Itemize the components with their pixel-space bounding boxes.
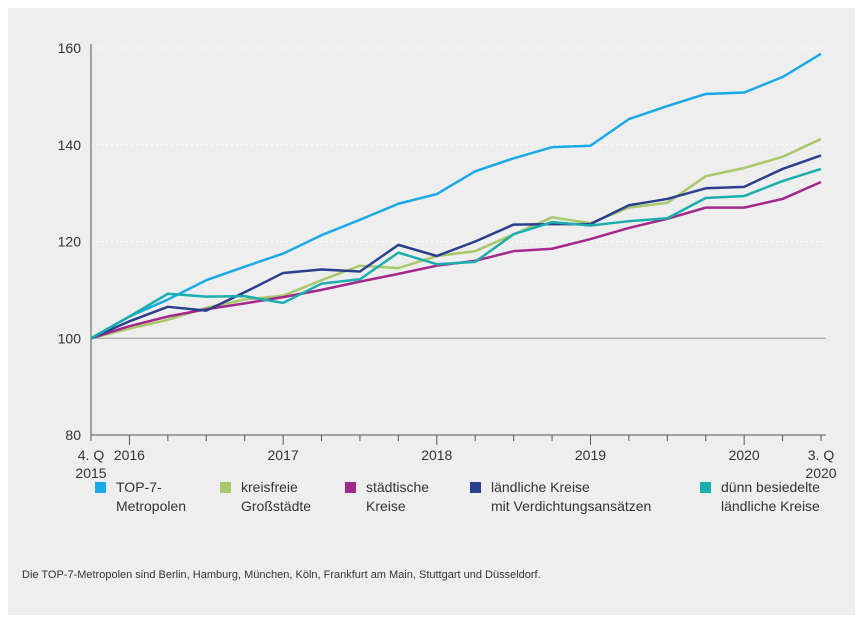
y-tick-label: 140 <box>58 137 82 153</box>
x-tick-label: 2018 <box>421 447 452 463</box>
x-tick-label: 2020 <box>729 447 760 463</box>
series-line <box>90 167 822 340</box>
legend-swatch <box>700 482 711 493</box>
legend-label: städtische Kreise <box>366 479 429 514</box>
y-tick-label: 80 <box>65 427 81 443</box>
series-line <box>90 52 822 340</box>
y-tick-label: 100 <box>58 330 82 346</box>
series-line <box>90 154 822 340</box>
x-tick-label: 4. Q 2015 <box>75 447 106 481</box>
legend-swatch <box>470 482 481 493</box>
legend-label: dünn besiedelte ländliche Kreise <box>721 479 820 514</box>
legend-label: ländliche Kreise mit Verdichtungsansätzen <box>491 479 651 514</box>
footnote: Die TOP-7-Metropolen sind Berlin, Hambur… <box>22 569 541 581</box>
y-tick-label: 160 <box>58 40 82 56</box>
legend-label: TOP-7-Metropolen <box>116 479 186 514</box>
legend-label: kreisfreie Großstädte <box>241 479 311 514</box>
legend-swatch <box>220 482 231 493</box>
x-tick-label: 2019 <box>575 447 606 463</box>
x-tick-label: 3. Q 2020 <box>805 447 836 481</box>
x-tick-label: 2017 <box>268 447 299 463</box>
legend-swatch <box>95 482 106 493</box>
legend-swatch <box>345 482 356 493</box>
y-tick-label: 120 <box>58 234 82 250</box>
x-tick-label: 2016 <box>114 447 145 463</box>
panel <box>8 8 855 615</box>
